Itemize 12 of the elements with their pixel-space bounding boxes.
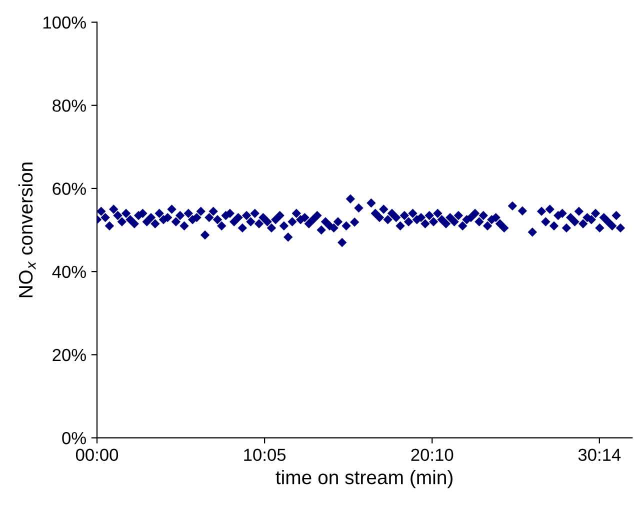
x-tick-label: 00:00 — [76, 448, 118, 462]
y-tick-label: 100% — [44, 16, 86, 29]
x-axis-title: time on stream (min) — [276, 470, 452, 488]
y-axis-title: NO$_{x}$ conversion — [18, 162, 36, 298]
y-tick-label: 20% — [52, 348, 86, 362]
y-tick-label: 40% — [52, 266, 86, 278]
y-tick-label: 0% — [62, 432, 86, 444]
y-tick-label: 60% — [52, 182, 86, 195]
y-tick-label: 80% — [52, 100, 86, 112]
x-tick-label: 10:05 — [244, 448, 286, 462]
x-tick-label: 20:10 — [411, 448, 454, 462]
x-tick-label: 30:14 — [578, 448, 621, 462]
